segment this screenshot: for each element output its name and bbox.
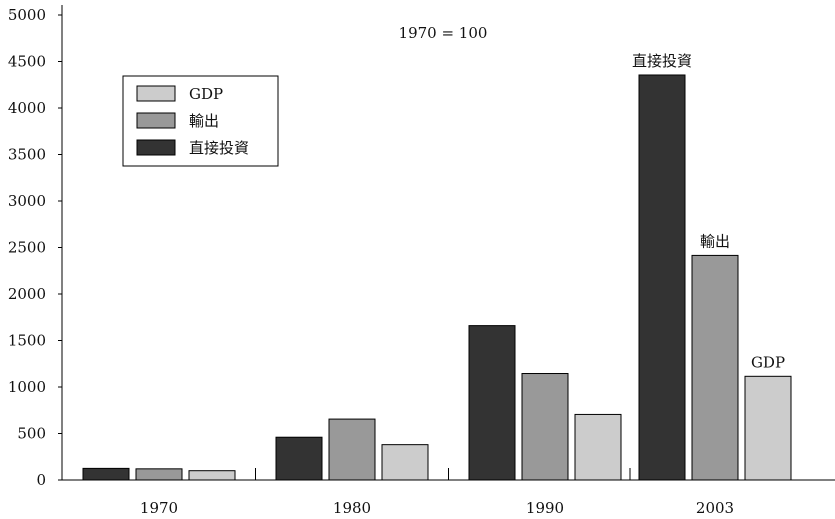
x-tick-label: 1980 <box>333 499 371 517</box>
bar-label-2003: GDP <box>751 353 785 371</box>
y-tick-label: 0 <box>36 471 46 489</box>
y-tick-label: 3500 <box>8 146 46 164</box>
x-tick-label: 1990 <box>526 499 564 517</box>
bar-1980-1 <box>329 419 375 480</box>
legend-label: 輸出 <box>189 112 219 130</box>
bar-1980-0 <box>276 437 322 480</box>
bar-2003-1 <box>692 255 738 480</box>
bar-label-2003: 輸出 <box>700 232 730 250</box>
bar-2003-2 <box>745 376 791 480</box>
bar-1990-2 <box>575 414 621 480</box>
legend-label: 直接投資 <box>189 139 249 157</box>
y-tick-label: 500 <box>17 425 46 443</box>
y-tick-label: 5000 <box>8 6 46 24</box>
y-tick-label: 1000 <box>8 378 46 396</box>
x-tick-label: 2003 <box>696 499 734 517</box>
legend-label: GDP <box>189 85 223 103</box>
bar-1970-1 <box>136 469 182 480</box>
bar-2003-0 <box>639 75 685 480</box>
y-tick-label: 2500 <box>8 239 46 257</box>
legend-swatch <box>137 113 175 128</box>
y-tick-label: 1500 <box>8 332 46 350</box>
y-tick-label: 3000 <box>8 192 46 210</box>
bar-1970-2 <box>189 471 235 480</box>
y-tick-label: 2000 <box>8 285 46 303</box>
y-tick-label: 4500 <box>8 53 46 71</box>
base-year-note: 1970 = 100 <box>399 24 488 42</box>
bar-1990-1 <box>522 374 568 480</box>
legend-swatch <box>137 140 175 155</box>
x-tick-label: 1970 <box>140 499 178 517</box>
legend-swatch <box>137 86 175 101</box>
bar-1970-0 <box>83 468 129 480</box>
bar-label-2003: 直接投資 <box>632 52 692 70</box>
bar-1990-0 <box>469 326 515 480</box>
bar-1980-2 <box>382 445 428 480</box>
x-tick-labels: 1970 1980 1990 2003 <box>140 499 734 517</box>
y-tick-label: 4000 <box>8 99 46 117</box>
y-tick-labels: 0 500 1000 1500 2000 2500 3000 3500 4000 4500 5000 <box>8 6 62 489</box>
